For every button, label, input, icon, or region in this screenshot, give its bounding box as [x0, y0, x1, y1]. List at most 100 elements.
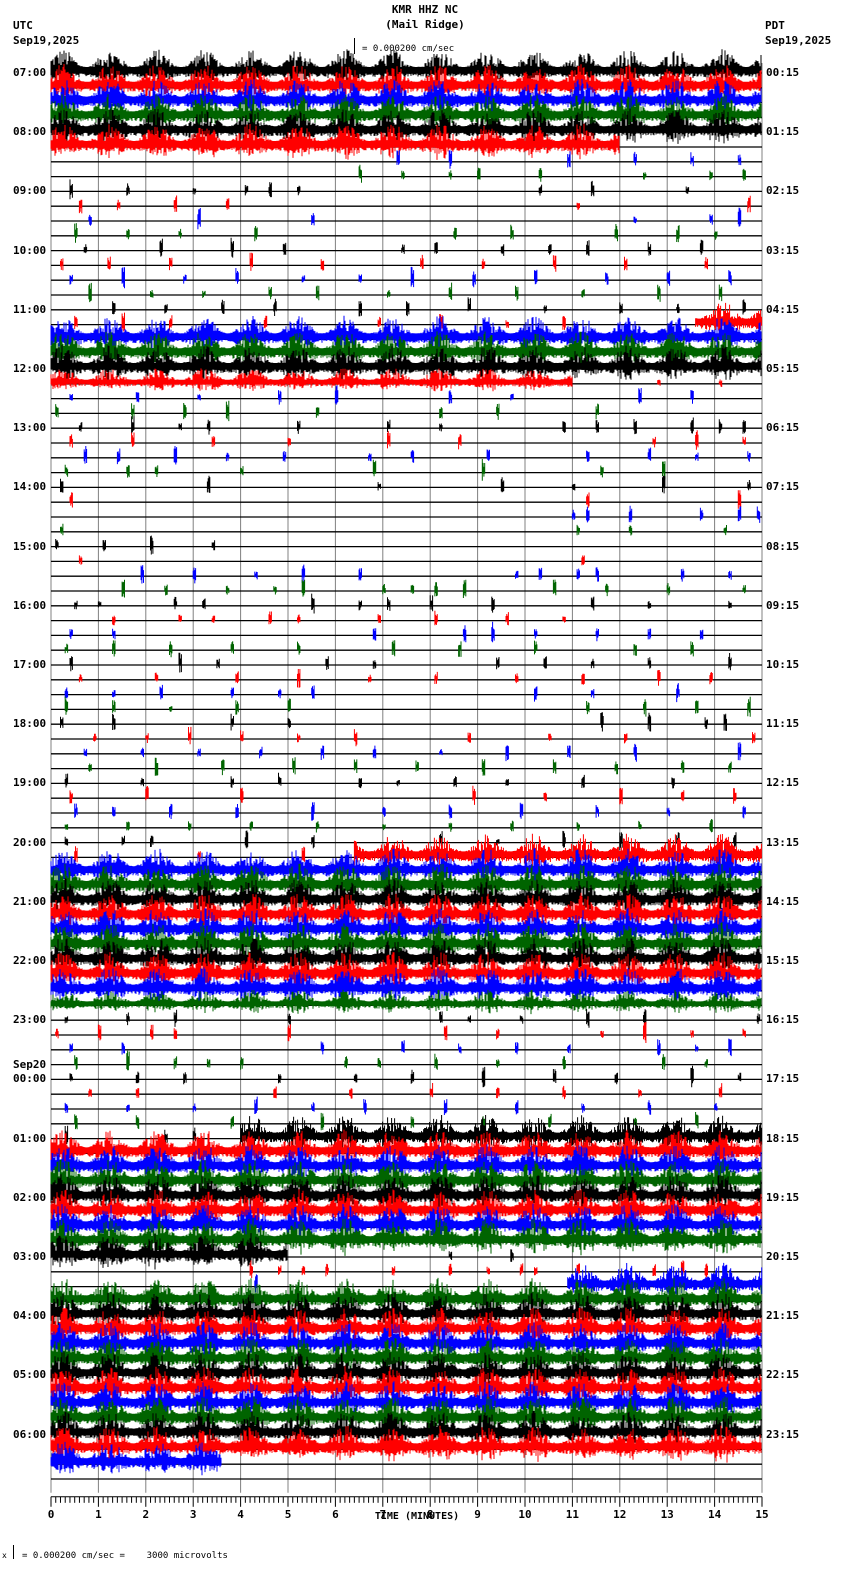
pdt-time-label: 23:15: [766, 1427, 800, 1441]
x-tick-label: 4: [237, 1507, 244, 1521]
seismic-trace: [69, 490, 742, 509]
seismic-trace: [88, 1083, 723, 1100]
x-tick-label: 13: [660, 1507, 674, 1521]
seismic-trace: [69, 652, 732, 673]
pdt-time-label: 19:15: [766, 1190, 800, 1204]
pdt-time-label: 09:15: [766, 598, 800, 612]
right-timezone: PDT: [765, 19, 785, 32]
utc-hour-label: 04:00: [13, 1309, 47, 1323]
x-axis-label: TIME (MINUTES): [374, 1511, 460, 1522]
x-tick-label: 5: [284, 1507, 292, 1521]
seismic-trace: [50, 93, 762, 131]
seismic-trace: [50, 1129, 762, 1167]
seismic-trace: [249, 1260, 708, 1278]
seismic-trace: [60, 475, 751, 494]
x-tick-label: 3: [189, 1507, 197, 1521]
pdt-time-label: 08:15: [766, 539, 800, 553]
utc-hour-label: 13:00: [13, 421, 47, 435]
seismic-trace: [69, 785, 737, 805]
left-date: Sep19,2025: [13, 34, 80, 47]
seismic-trace: [50, 1174, 762, 1212]
seismic-trace: [69, 266, 732, 289]
pdt-time-label: 17:15: [766, 1072, 800, 1086]
seismic-trace: [50, 1337, 762, 1373]
x-tick-label: 11: [565, 1507, 580, 1521]
pdt-time-label: 13:15: [766, 835, 800, 849]
seismic-trace: [74, 223, 718, 243]
utc-hour-label: 02:00: [13, 1190, 47, 1204]
right-date: Sep19,2025: [765, 34, 832, 47]
seismic-trace: [571, 505, 761, 523]
utc-hour-label: 19:00: [13, 776, 47, 790]
utc-hour-label: 00:00: [13, 1072, 47, 1086]
seismic-trace: [93, 726, 756, 747]
station-subtitle: (Mail Ridge): [385, 18, 465, 31]
seismic-trace: [60, 712, 727, 732]
station-title: KMR HHZ NC: [391, 3, 459, 16]
seismic-trace: [50, 1292, 762, 1330]
seismic-trace: [64, 640, 694, 658]
utc-hour-label: 23:00: [13, 1013, 47, 1027]
footer-scale-bar-icon: [13, 1545, 14, 1559]
seismic-trace: [55, 535, 216, 555]
seismic-trace: [140, 564, 732, 584]
seismic-trace: [78, 195, 751, 214]
seismic-trace: [64, 772, 675, 789]
seismic-trace: [74, 802, 746, 821]
seismic-trace: [78, 669, 713, 688]
x-tick-label: 10: [518, 1507, 532, 1521]
seismic-trace: [74, 1050, 708, 1071]
seismic-trace: [358, 164, 746, 183]
seismic-trace: [50, 123, 620, 160]
utc-hour-label: 21:00: [13, 894, 47, 908]
scale-bar-icon: [354, 38, 360, 54]
seismic-trace: [69, 385, 694, 405]
seismic-trace: [50, 989, 762, 1015]
utc-hour-label: 22:00: [13, 954, 47, 967]
pdt-time-label: 18:15: [766, 1131, 800, 1145]
pdt-time-label: 03:15: [766, 243, 800, 257]
seismic-trace: [69, 430, 746, 450]
seismic-trace: [50, 1218, 762, 1256]
utc-hour-label: 09:00: [13, 184, 47, 198]
seismic-trace: [50, 907, 762, 943]
pdt-time-label: 12:15: [766, 776, 800, 790]
pdt-time-label: 05:15: [766, 362, 800, 375]
seismic-trace: [50, 1233, 514, 1270]
pdt-time-label: 15:15: [766, 954, 800, 967]
seismic-trace: [64, 696, 751, 717]
date-change-label: Sep20: [13, 1058, 47, 1072]
utc-hour-label: 12:00: [13, 362, 47, 375]
seismic-trace: [112, 610, 566, 626]
seismic-trace: [50, 1381, 762, 1418]
x-tick-label: 0: [47, 1507, 55, 1521]
seismic-trace: [50, 1411, 762, 1448]
x-tick-label: 15: [755, 1507, 769, 1521]
x-tick-label: 14: [707, 1507, 722, 1521]
seismic-trace: [50, 345, 762, 382]
x-tick-label: 12: [613, 1507, 627, 1521]
seismic-trace: [50, 922, 762, 960]
seismic-trace: [50, 368, 723, 392]
seismic-trace: [112, 297, 746, 317]
utc-hour-label: 17:00: [13, 658, 47, 671]
seismic-trace: [64, 819, 713, 833]
seismic-trace: [50, 315, 762, 353]
pdt-time-label: 06:15: [766, 421, 800, 435]
utc-hour-label: 03:00: [13, 1250, 47, 1263]
utc-hour-label: 14:00: [13, 480, 47, 494]
seismic-trace: [50, 1352, 762, 1388]
seismic-trace: [64, 1115, 763, 1151]
scale-label: = 0.000200 cm/sec: [362, 44, 455, 54]
utc-hour-label: 11:00: [13, 302, 47, 316]
seismic-trace: [50, 863, 762, 900]
pdt-time-label: 11:15: [766, 717, 800, 731]
pdt-time-label: 20:15: [766, 1250, 800, 1263]
pdt-time-label: 21:15: [766, 1309, 800, 1323]
seismic-trace: [83, 446, 751, 465]
seismic-trace: [55, 1021, 746, 1043]
seismic-trace: [69, 179, 690, 200]
x-tick-label: 8: [426, 1507, 434, 1521]
seismic-trace: [69, 1065, 742, 1088]
utc-hour-label: 16:00: [13, 598, 47, 612]
